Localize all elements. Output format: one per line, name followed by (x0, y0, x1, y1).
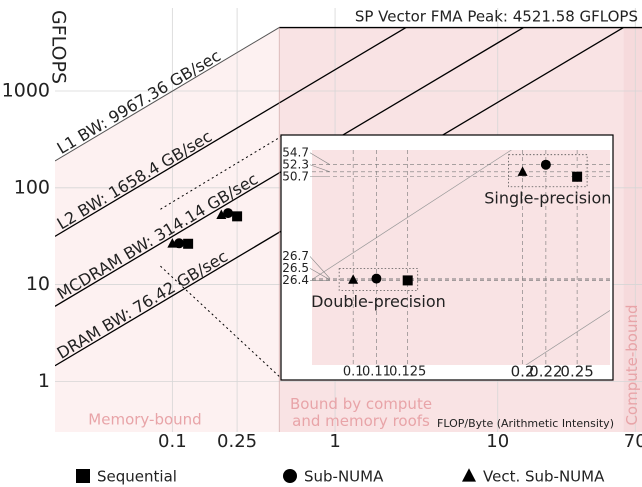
inset-plot (312, 150, 610, 365)
x-tick-label: 70 (624, 431, 642, 452)
marker-circle (174, 238, 185, 249)
group-label: Single-precision (484, 188, 611, 207)
region-label-line: Bound by compute (290, 395, 432, 413)
inset-front: 0.10.110.125 0.20.220.2526.426.526.750.75… (282, 145, 611, 380)
region-label-line: and memory roofs (292, 412, 430, 430)
marker-triangle (348, 274, 359, 284)
y-tick-label: 1 (38, 370, 50, 392)
marker-triangle (462, 468, 476, 482)
inset-tick-leader (309, 256, 331, 279)
inset-tick-leader (309, 164, 331, 173)
legend-label: Sequential (97, 468, 177, 486)
region-label: Bound by compute and memory roofs (290, 395, 432, 430)
roof-line (55, 26, 407, 237)
x-tick-label: 0.25 (217, 431, 257, 452)
inset-x-tick-label: 0.25 (560, 363, 593, 381)
region-label: Memory-bound (88, 411, 201, 429)
roof-line (55, 27, 280, 162)
inset-background (312, 150, 610, 365)
inset-x-tick-label: 0.125 (389, 365, 426, 380)
y-tick-label: 100 (14, 176, 50, 198)
peak-label: SP Vector FMA Peak: 4521.58 GFLOPS (355, 8, 638, 26)
region-label: Compute-bound (623, 304, 641, 425)
marker-square (232, 211, 243, 222)
marker-circle (283, 469, 297, 483)
marker-circle (223, 208, 234, 219)
group-box (338, 268, 419, 291)
inset-y-tick-label: 26.4 (282, 273, 309, 287)
marker-triangle (167, 238, 178, 248)
inset-y-tick-label: 54.7 (282, 145, 309, 159)
marker-circle (371, 273, 382, 284)
x-tick-label: 0.1 (158, 431, 187, 452)
region-memory (55, 27, 280, 432)
marker-square (183, 238, 194, 249)
group-label: Double-precision (311, 292, 446, 311)
inset-y-tick-label: 26.7 (282, 249, 309, 263)
group-box (508, 154, 588, 188)
legend-label: Vect. Sub-NUMA (483, 468, 605, 486)
x-axis-label: FLOP/Byte (Arithmetic Intensity) (437, 417, 614, 430)
marker-triangle (216, 209, 227, 220)
inset-y-tick-label: 50.7 (282, 169, 309, 183)
marker-square (402, 275, 413, 286)
inset-y-tick-label: 52.3 (282, 157, 309, 171)
region-compute (623, 27, 642, 432)
inset-x-tick-label: 0.22 (529, 363, 562, 381)
y-axis-label: GFLOPS (48, 10, 70, 84)
inset-roof-line (312, 150, 512, 280)
legend-label: Sub-NUMA (304, 468, 384, 486)
marker-circle (540, 159, 551, 170)
zoom-line (160, 135, 283, 210)
x-tick-label: 1 (329, 431, 340, 452)
legend: Sequential Sub-NUMA Vect. Sub-NUMA (76, 468, 605, 486)
y-tick-label: 10 (26, 273, 50, 295)
inset-tick-leader (309, 152, 331, 165)
inset-tick-leader (309, 268, 331, 281)
inset-x-tick-label: 0.1 (343, 365, 364, 380)
inset-x-tick-label: 0.2 (511, 363, 535, 381)
inset-y-tick-label: 26.5 (282, 261, 309, 275)
marker-square (76, 469, 90, 483)
inset-x-tick-label: 0.11 (362, 365, 391, 380)
marker-square (572, 171, 583, 182)
marker-triangle (517, 166, 528, 176)
y-tick-label: 1000 (2, 79, 50, 101)
inset-roof-line (525, 310, 610, 365)
x-tick-label: 10 (486, 431, 509, 452)
